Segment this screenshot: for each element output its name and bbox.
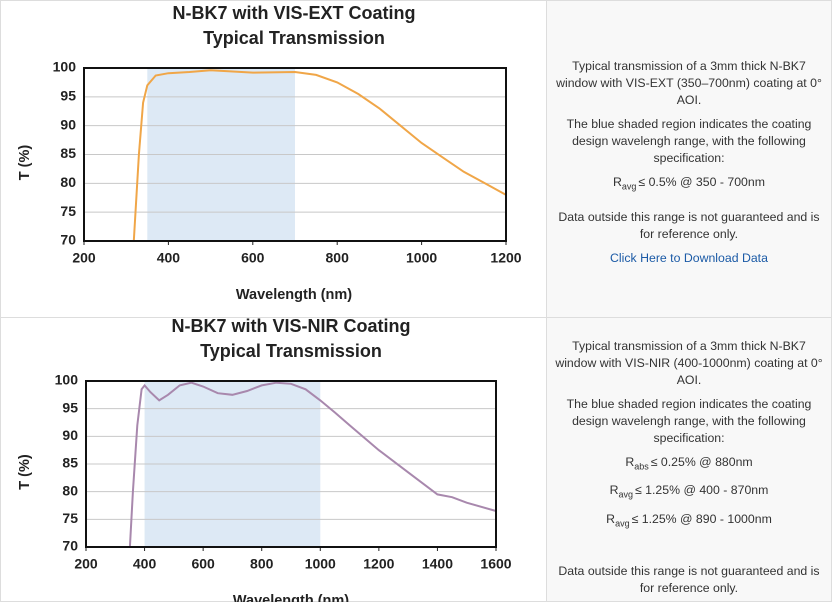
- chart-title: N-BK7 with VIS-NIR Coating: [172, 318, 411, 336]
- x-tick-label: 1200: [363, 556, 394, 572]
- x-tick-label: 800: [326, 250, 350, 266]
- x-tick-label: 200: [72, 250, 96, 266]
- data-line: [132, 69, 507, 242]
- x-tick-label: 800: [250, 556, 274, 572]
- disclaimer: Data outside this range is not guarantee…: [558, 564, 820, 596]
- x-tick-label: 400: [133, 556, 157, 572]
- spec-line: Ravg ≤ 1.25% @ 400 - 870nm: [551, 482, 827, 503]
- x-tick-label: 1000: [305, 556, 336, 572]
- info-panel: Typical transmission of a 3mm thick N-BK…: [546, 317, 832, 602]
- y-tick-label: 100: [53, 59, 77, 75]
- spacer: [551, 202, 827, 209]
- spec-sub: abs: [634, 461, 649, 472]
- shading-note: The blue shaded region indicates the coa…: [566, 397, 812, 445]
- y-tick-label: 70: [60, 232, 76, 248]
- plot-frame: [85, 380, 497, 548]
- y-tick-label: 70: [62, 538, 78, 554]
- x-tick-label: 1200: [490, 250, 521, 266]
- x-tick-label: 600: [191, 556, 215, 572]
- data-line: [128, 381, 497, 548]
- x-tick-label: 200: [74, 556, 98, 572]
- spec-sub: avg: [618, 489, 633, 500]
- y-tick-label: 85: [62, 455, 78, 471]
- spec-text: ≤ 0.5% @ 350 - 700nm: [638, 175, 765, 189]
- y-axis-label: T (%): [17, 145, 33, 181]
- y-tick-label: 90: [62, 427, 78, 443]
- info-panel: Typical transmission of a 3mm thick N-BK…: [546, 0, 832, 318]
- x-axis-label: Wavelength (nm): [236, 287, 352, 303]
- y-tick-label: 75: [60, 203, 76, 219]
- x-tick-label: 600: [241, 250, 265, 266]
- x-tick-label: 1000: [406, 250, 437, 266]
- spacer: [551, 539, 827, 563]
- chart-subtitle: Typical Transmission: [203, 28, 385, 48]
- chart: N-BK7 with VIS-NIR Coating Typical Transm…: [17, 316, 512, 602]
- chart-cell: N-BK7 with VIS-NIR Coating Typical Transm…: [0, 316, 547, 602]
- disclaimer: Data outside this range is not guarantee…: [558, 210, 820, 242]
- download-link[interactable]: Click Here to Download Data: [610, 251, 768, 266]
- spec-text: ≤ 1.25% @ 890 - 1000nm: [631, 511, 772, 526]
- y-tick-label: 100: [55, 372, 79, 388]
- y-tick-label: 80: [60, 174, 76, 190]
- y-tick-label: 75: [62, 510, 78, 526]
- spec-symbol: R: [606, 511, 616, 526]
- y-axis-label: T (%): [17, 454, 33, 490]
- y-tick-label: 80: [62, 482, 78, 498]
- x-tick-label: 1600: [480, 556, 511, 572]
- spec-symbol: R: [609, 483, 619, 498]
- spec-line: Ravg ≤ 0.5% @ 350 - 700nm: [551, 174, 827, 195]
- spec-sub: avg: [615, 518, 630, 529]
- chart-subtitle: Typical Transmission: [200, 341, 382, 361]
- y-tick-label: 95: [60, 88, 76, 104]
- shading-note: The blue shaded region indicates the coa…: [566, 117, 812, 165]
- chart-title: N-BK7 with VIS-EXT Coating: [173, 3, 416, 23]
- spec-line: Ravg ≤ 1.25% @ 890 - 1000nm: [551, 511, 827, 532]
- y-tick-label: 90: [60, 116, 76, 132]
- spec-symbol: R: [625, 455, 635, 469]
- spec-text: ≤ 0.25% @ 880nm: [650, 455, 753, 469]
- spec-line: Rabs ≤ 0.25% @ 880nm: [551, 454, 827, 475]
- x-tick-label: 1400: [422, 556, 453, 572]
- y-tick-label: 95: [62, 399, 78, 415]
- y-tick-label: 85: [60, 145, 76, 161]
- x-tick-label: 400: [157, 250, 181, 266]
- chart-cell: N-BK7 with VIS-EXT Coating Typical Transm…: [0, 0, 547, 318]
- spec-sub: avg: [621, 181, 637, 192]
- spec-symbol: R: [613, 175, 622, 189]
- description: Typical transmission of a 3mm thick N-BK…: [555, 339, 823, 387]
- spec-text: ≤ 1.25% @ 400 - 870nm: [635, 483, 769, 498]
- x-axis-label: Wavelength (nm): [233, 593, 349, 602]
- plot-frame: [83, 67, 507, 242]
- description: Typical transmission of a 3mm thick N-BK…: [556, 59, 822, 107]
- chart: N-BK7 with VIS-EXT Coating Typical Transm…: [17, 3, 522, 303]
